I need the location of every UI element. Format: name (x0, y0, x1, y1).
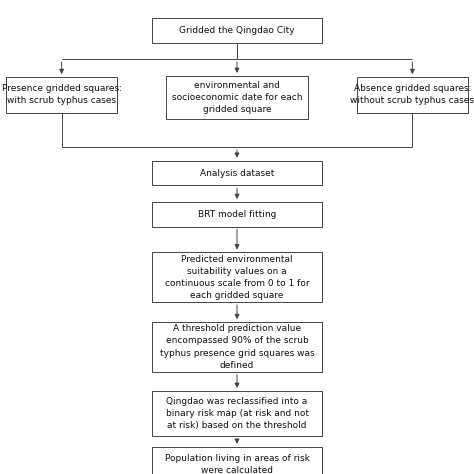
FancyBboxPatch shape (356, 77, 468, 113)
FancyBboxPatch shape (152, 447, 322, 474)
Text: Absence gridded squares:
without scrub typhus cases: Absence gridded squares: without scrub t… (350, 84, 474, 105)
FancyBboxPatch shape (152, 161, 322, 185)
Text: Analysis dataset: Analysis dataset (200, 169, 274, 177)
FancyBboxPatch shape (152, 18, 322, 43)
Text: Predicted environmental
suitability values on a
continuous scale from 0 to 1 for: Predicted environmental suitability valu… (164, 255, 310, 300)
FancyBboxPatch shape (152, 252, 322, 302)
Text: Gridded the Qingdao City: Gridded the Qingdao City (179, 27, 295, 35)
Text: BRT model fitting: BRT model fitting (198, 210, 276, 219)
FancyBboxPatch shape (166, 76, 308, 118)
Text: Qingdao was reclassified into a
binary risk map (at risk and not
at risk) based : Qingdao was reclassified into a binary r… (165, 397, 309, 430)
Text: environmental and
socioeconomic date for each
gridded square: environmental and socioeconomic date for… (172, 81, 302, 114)
Text: A threshold prediction value
encompassed 90% of the scrub
typhus presence grid s: A threshold prediction value encompassed… (160, 324, 314, 370)
FancyBboxPatch shape (152, 391, 322, 436)
Text: Population living in areas of risk
were calculated: Population living in areas of risk were … (164, 454, 310, 474)
FancyBboxPatch shape (152, 322, 322, 372)
Text: Presence gridded squares:
with scrub typhus cases: Presence gridded squares: with scrub typ… (1, 84, 122, 105)
FancyBboxPatch shape (6, 77, 117, 113)
FancyBboxPatch shape (152, 202, 322, 227)
